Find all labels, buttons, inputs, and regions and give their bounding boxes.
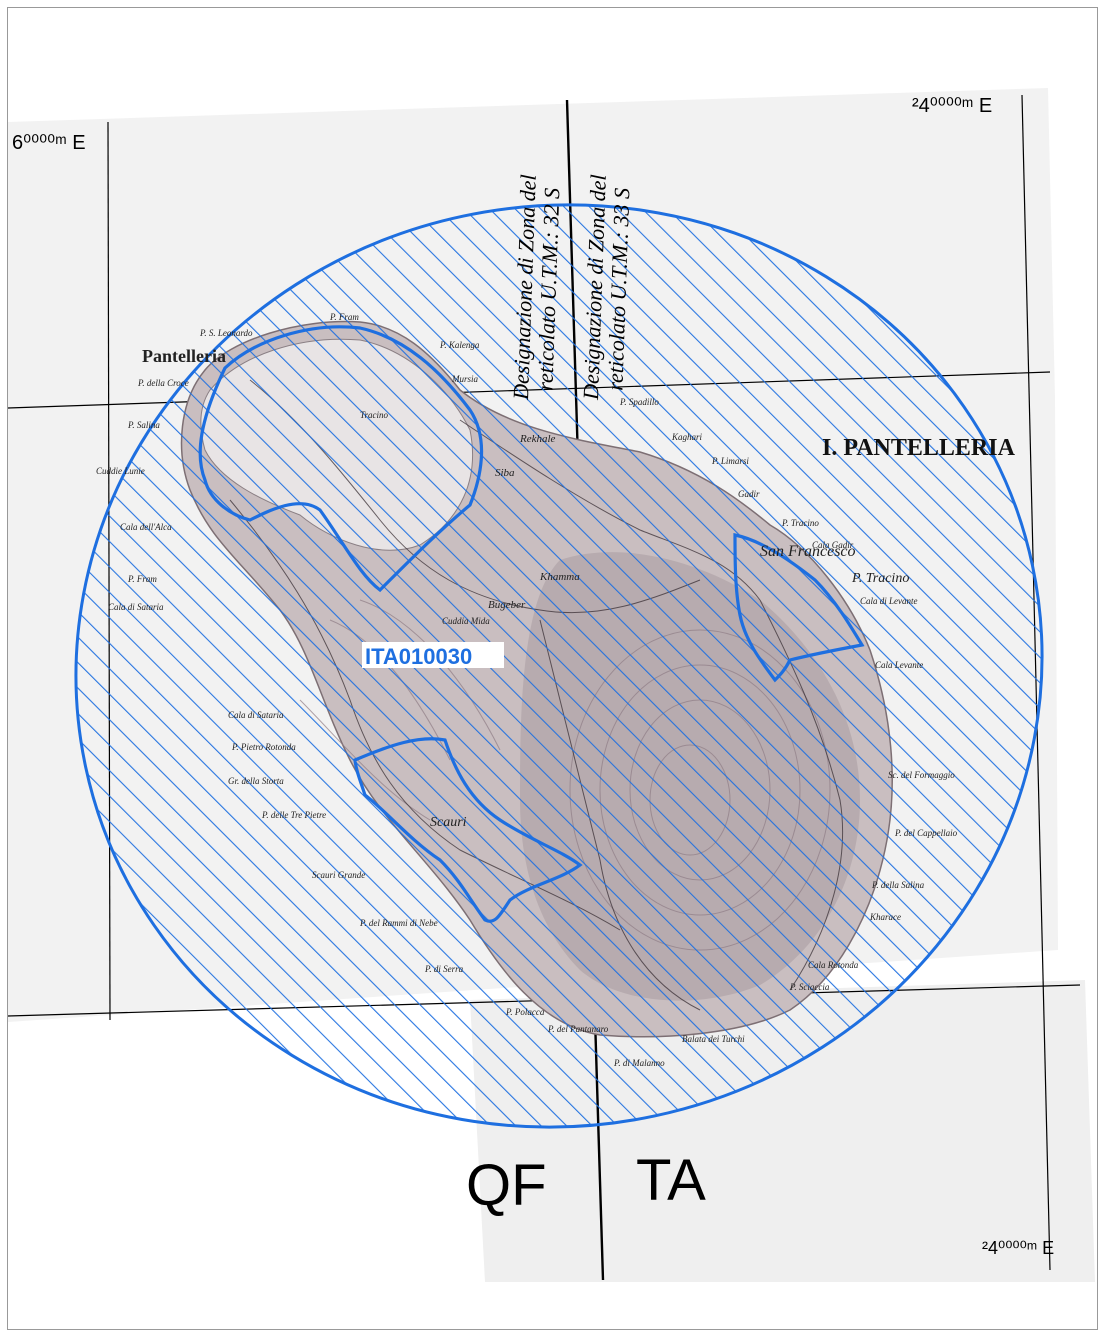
place-name: Kaghari [671, 432, 703, 442]
place-name: Cala dell'Alca [120, 522, 172, 532]
place-name: P. del Cappellaio [894, 828, 958, 838]
grid-label-top-left: 6⁰⁰⁰⁰ᵐ E [12, 132, 86, 154]
place-name: P. Salina [127, 420, 160, 430]
site-boundary-northwest [198, 325, 484, 593]
place-name: P. delle Tre Pietre [261, 810, 326, 820]
site-code-label-background [362, 642, 504, 668]
place-name: P. Tracino [781, 518, 819, 528]
place-name: Rekhale [519, 433, 556, 445]
place-name: Cuddia Mida [442, 616, 490, 626]
place-name: P. Polacca [505, 1007, 545, 1017]
place-name: Tracino [360, 410, 389, 420]
place-name: Pantelleria [142, 346, 226, 366]
place-name: Siba [495, 467, 515, 479]
island-title: I. PANTELLERIA [822, 435, 1016, 461]
place-name: Gr. della Storta [228, 776, 284, 786]
site-boundary-east [733, 533, 865, 683]
document-frame [7, 7, 1098, 1330]
place-name: Mursia [451, 374, 479, 384]
zone-designation-left: Designazione di Zona del reticolato U.T.… [508, 174, 564, 401]
place-name: Cala di Sataria [108, 602, 164, 612]
place-name: Cala Rotonda [808, 960, 859, 970]
place-name: P. Spadillo [619, 397, 659, 407]
place-name: P. Tracino [851, 571, 909, 586]
zone-designation-right: Designazione di Zona del reticolato U.T.… [578, 174, 634, 401]
place-names: Pantelleria P. S. Leonardo P. Fram P. Ka… [96, 312, 958, 1068]
place-name: Balata dei Turchi [682, 1034, 745, 1044]
site-code-label: ITA010030 [365, 644, 472, 669]
place-name: Scauri Grande [312, 870, 365, 880]
place-name: P. della Croce [137, 378, 189, 388]
place-name: Bugeber [488, 599, 526, 611]
place-name: Cala Levante [875, 660, 923, 670]
place-name: P. Pietro Rotonda [231, 742, 296, 752]
place-name: San Francesco [760, 543, 856, 560]
place-name: P. di Serra [424, 964, 464, 974]
place-name: P. Sciaccia [789, 982, 830, 992]
place-name: P. della Salina [871, 880, 925, 890]
place-name: P. Limarsi [711, 456, 749, 466]
place-name: Scauri [430, 815, 467, 830]
place-name: P. Kalenga [439, 340, 480, 350]
place-name: P. del Rammi di Nebe [359, 918, 438, 928]
grid-label-bottom-right: ²4⁰⁰⁰⁰ᵐ E [982, 1238, 1054, 1258]
place-name: P. Fram [329, 312, 359, 322]
place-name: Cala di Sataria [228, 710, 284, 720]
place-name: P. S. Leonardo [199, 328, 253, 338]
buffer-ellipse-outline [74, 203, 1044, 1129]
place-name: Sc. del Formaggio [888, 770, 955, 780]
place-name: P. del Pantanaro [547, 1024, 609, 1034]
place-name: Cala Gadir [812, 540, 854, 550]
place-name: Gadir [738, 489, 760, 499]
place-name: Cuddie Lunie [96, 466, 145, 476]
place-name: Cala di Levante [860, 596, 918, 606]
grid-label-top-right: ²4⁰⁰⁰⁰ᵐ E [912, 95, 992, 117]
grid-square-label-ta: TA [636, 1148, 706, 1213]
place-name: P. di Malanno [613, 1058, 665, 1068]
place-name: Khamma [539, 571, 580, 583]
grid-square-label-qf: QF [466, 1153, 547, 1218]
place-name: Kharace [869, 912, 901, 922]
site-boundary-southwest [353, 737, 583, 923]
place-name: P. Fram [127, 574, 157, 584]
